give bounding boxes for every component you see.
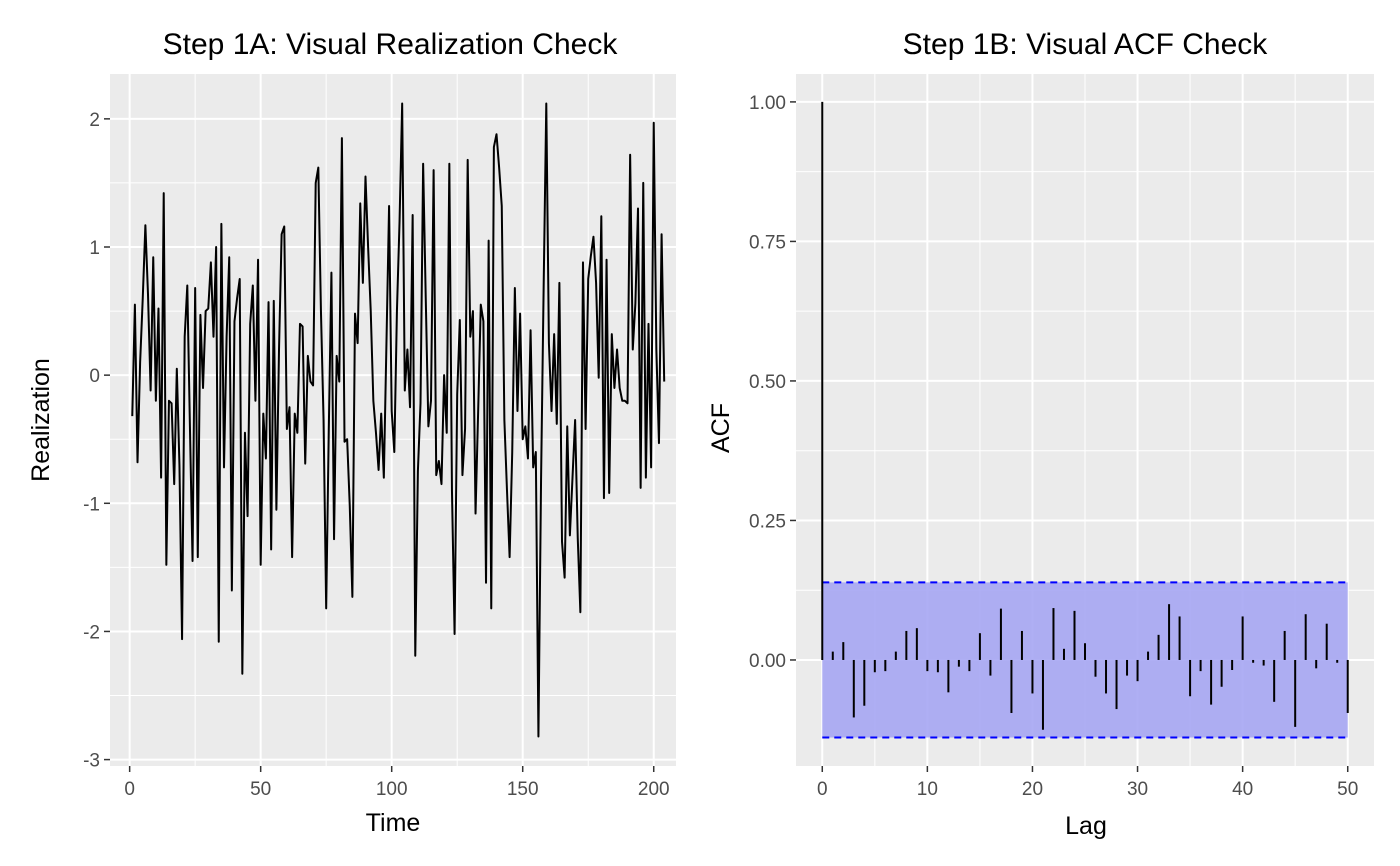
realization-line: [131, 102, 666, 738]
x-tick-label: 100: [376, 779, 408, 800]
y-tick-label: 1: [89, 238, 100, 259]
gridlines: [110, 74, 676, 766]
y-tick-label: 0.50: [749, 372, 786, 393]
x-tick-label: 20: [1022, 779, 1043, 800]
axis-ticks: 0 50 100 150 200 -3 -2 -1 0 1 2: [83, 110, 669, 800]
y-tick-label: 0.25: [749, 511, 786, 532]
panel-realization: 0 50 100 150 200 -3 -2 -1 0 1 2 Step 1A: Visual Re…: [27, 28, 676, 837]
x-axis-label: Lag: [1065, 812, 1107, 840]
y-tick-label: -1: [83, 494, 100, 515]
y-tick-label: 2: [89, 110, 100, 131]
axis-ticks: 0 10 20 30 40 50 0.00 0.25 0.50 0.75 1.00: [749, 93, 1358, 800]
x-tick-label: 10: [917, 779, 938, 800]
y-tick-label: 0: [89, 366, 100, 387]
y-tick-label: -3: [83, 751, 100, 772]
x-tick-label: 40: [1232, 779, 1253, 800]
y-tick-label: -2: [83, 622, 100, 643]
x-tick-label: 0: [124, 779, 135, 800]
y-tick-label: 1.00: [749, 93, 786, 114]
x-tick-label: 30: [1127, 779, 1148, 800]
y-tick-label: 0.75: [749, 232, 786, 253]
acf-bars: [821, 101, 1349, 730]
panel-acf: 0 10 20 30 40 50 0.00 0.25 0.50 0.75 1.00 Step 1B:…: [707, 28, 1374, 840]
chart-title: Step 1A: Visual Realization Check: [163, 28, 619, 61]
x-axis-label: Time: [366, 809, 421, 837]
x-tick-label: 50: [250, 779, 271, 800]
confidence-band: [822, 582, 1348, 738]
y-tick-label: 0.00: [749, 651, 786, 672]
chart-title: Step 1B: Visual ACF Check: [903, 28, 1269, 61]
y-axis-label: Realization: [27, 358, 55, 482]
y-axis-label: ACF: [707, 403, 735, 453]
x-tick-label: 0: [817, 779, 828, 800]
x-tick-label: 150: [507, 779, 539, 800]
x-tick-label: 50: [1337, 779, 1358, 800]
x-tick-label: 200: [638, 779, 670, 800]
